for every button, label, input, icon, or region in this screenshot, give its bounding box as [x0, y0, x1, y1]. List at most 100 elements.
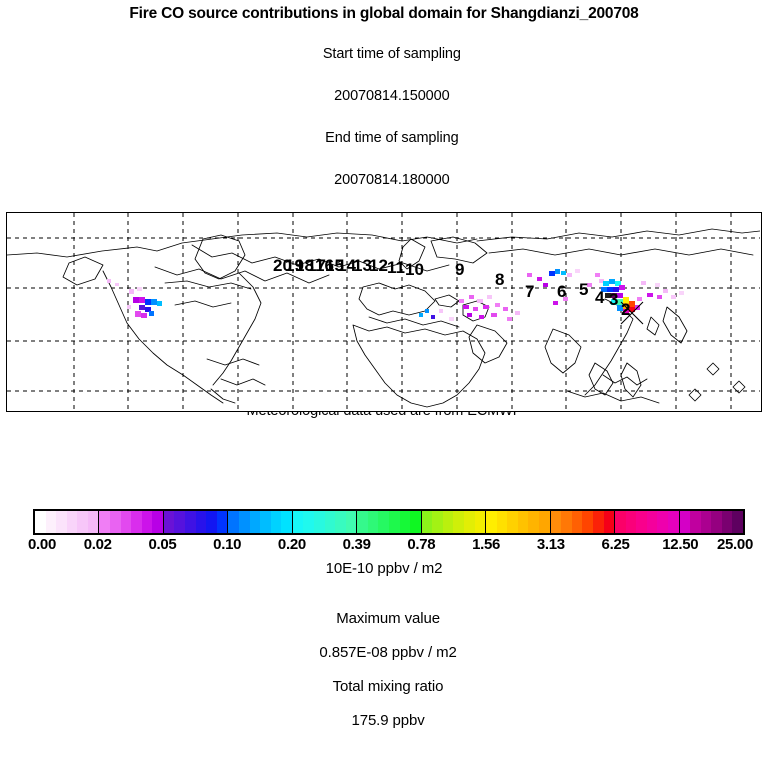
maximum-value-label: Maximum value: [336, 610, 440, 627]
colorbar-step-6-5: [474, 511, 486, 533]
colorbar-step-9-4: [657, 511, 668, 533]
colorbar-step-10-1: [690, 511, 701, 533]
colorbar-segment-5: [357, 511, 422, 533]
colorbar-step-8-1: [561, 511, 572, 533]
traj-label-11: 11: [387, 258, 405, 277]
traj-label-9: 9: [455, 260, 464, 279]
traj-label-20: 20: [273, 256, 292, 275]
plume-europe-russia: [419, 295, 568, 321]
total-mixing-ratio-value: 175.9 ppbv: [351, 712, 425, 729]
traj-label-19: 19: [285, 256, 304, 275]
colorbar-step-2-2: [185, 511, 196, 533]
colorbar-step-7-3: [517, 511, 529, 533]
colorbar-step-3-3: [260, 511, 271, 533]
colorbar-step-6-1: [432, 511, 443, 533]
traj-label-15: 15: [325, 256, 344, 275]
colorbar-step-3-0: [228, 511, 239, 533]
colorbar-step-0-2: [56, 511, 67, 533]
map-frame: 20 19 18 17 16 15 14 13 12 11 10 9 8 7 6…: [6, 212, 762, 412]
colorbar-step-7-2: [507, 511, 518, 533]
colorbar-tick-0: 0.00: [28, 536, 56, 553]
coastlines: [7, 228, 760, 408]
colorbar-step-8-2: [571, 511, 583, 533]
colorbar-tick-9: 6.25: [601, 536, 630, 553]
colorbar-step-6-0: [421, 511, 433, 533]
colorbar-step-9-1: [625, 511, 637, 533]
traj-label-12: 12: [369, 256, 388, 275]
colorbar-tick-labels: 0.00 0.02 0.05 0.10 0.20 0.39 0.78 1.56 3.13 6.25…: [0, 536, 768, 554]
colorbar-step-1-0: [99, 511, 111, 533]
traj-label-6: 6: [557, 282, 566, 301]
colorbar-step-8-0: [550, 511, 562, 533]
colorbar-step-0-3: [66, 511, 78, 533]
colorbar-step-7-1: [496, 511, 508, 533]
colorbar-segment-10: [679, 511, 743, 533]
traj-label-13: 13: [353, 256, 372, 275]
colorbar-step-1-1: [110, 511, 121, 533]
end-time-value: 20070814.180000: [334, 172, 450, 188]
traj-label-10: 10: [405, 260, 424, 279]
receptor-marker-icon: [620, 301, 644, 325]
colorbar-step-10-0: [679, 511, 691, 533]
colorbar-tick-8: 3.13: [536, 536, 565, 553]
end-time-label: End time of sampling: [325, 130, 459, 146]
colorbar-tick-6: 0.78: [407, 536, 436, 553]
plume-siberia: [527, 269, 604, 287]
colorbar-segment-3: [228, 511, 293, 533]
traj-label-4: 4: [595, 288, 605, 307]
colorbar-step-4-0: [292, 511, 304, 533]
colorbar-step-0-5: [87, 511, 99, 533]
colorbar: [33, 509, 745, 535]
colorbar-step-5-2: [378, 511, 389, 533]
colorbar-step-9-0: [615, 511, 626, 533]
traj-label-14: 14: [337, 256, 356, 275]
colorbar-step-5-4: [399, 511, 411, 533]
colorbar-tick-3: 0.10: [213, 536, 242, 553]
colorbar-segment-8: [550, 511, 616, 533]
colorbar-step-5-1: [367, 511, 379, 533]
colorbar-step-5-5: [410, 511, 421, 533]
colorbar-unit-label: 10E-10 ppbv / m2: [325, 560, 443, 577]
colorbar-step-10-3: [711, 511, 722, 533]
traj-label-3: 3: [609, 290, 618, 309]
colorbar-step-1-4: [141, 511, 153, 533]
colorbar-step-3-2: [249, 511, 261, 533]
colorbar-segment-7: [486, 511, 551, 533]
colorbar-step-8-3: [582, 511, 593, 533]
colorbar-step-2-4: [206, 511, 217, 533]
colorbar-step-2-0: [163, 511, 175, 533]
colorbar-step-5-0: [357, 511, 368, 533]
colorbar-step-3-1: [238, 511, 250, 533]
colorbar-step-2-1: [174, 511, 186, 533]
traj-label-18: 18: [295, 256, 314, 275]
colorbar-step-1-5: [152, 511, 163, 533]
colorbar-step-4-3: [324, 511, 336, 533]
colorbar-step-6-3: [453, 511, 465, 533]
colorbar-step-7-4: [528, 511, 540, 533]
colorbar-tick-2: 0.05: [148, 536, 177, 553]
colorbar-step-7-5: [539, 511, 550, 533]
plume-north-america: [107, 279, 162, 318]
colorbar-segment-0: [35, 511, 100, 533]
colorbar-step-10-4: [721, 511, 733, 533]
start-time-label: Start time of sampling: [322, 46, 461, 62]
world-map: 20 19 18 17 16 15 14 13 12 11 10 9 8 7 6…: [7, 213, 760, 410]
figure-footer: Maximum value 0.857E-08 ppbv / m2 Total …: [0, 593, 768, 729]
colorbar-tick-4: 0.20: [277, 536, 306, 553]
colorbar-gradient: [33, 509, 745, 535]
colorbar-step-3-5: [281, 511, 292, 533]
colorbar-step-10-2: [700, 511, 712, 533]
maximum-value: 0.857E-08 ppbv / m2: [319, 644, 457, 661]
traj-label-8: 8: [495, 270, 504, 289]
graticule: [7, 213, 760, 410]
colorbar-step-9-5: [667, 511, 679, 533]
total-mixing-ratio-label: Total mixing ratio: [332, 678, 444, 695]
colorbar-segment-2: [163, 511, 229, 533]
colorbar-step-0-1: [45, 511, 57, 533]
colorbar-step-6-4: [464, 511, 475, 533]
colorbar-segment-4: [292, 511, 358, 533]
colorbar-step-4-1: [303, 511, 314, 533]
colorbar-step-4-4: [335, 511, 346, 533]
traj-label-5: 5: [579, 280, 588, 299]
colorbar-tick-7: 1.56: [472, 536, 501, 553]
